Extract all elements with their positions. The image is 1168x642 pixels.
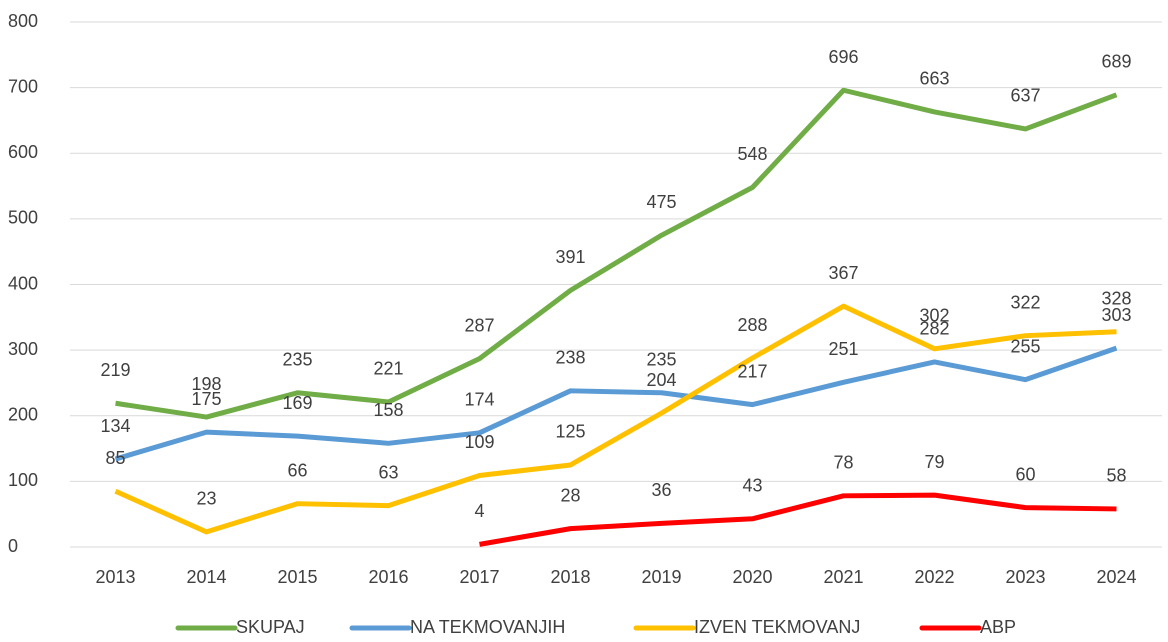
x-tick-label: 2022 bbox=[914, 567, 954, 587]
data-label: 63 bbox=[378, 462, 398, 482]
legend-label: ABP bbox=[980, 617, 1016, 637]
data-label: 475 bbox=[646, 192, 676, 212]
x-tick-label: 2017 bbox=[459, 567, 499, 587]
data-label: 109 bbox=[464, 432, 494, 452]
legend-label: IZVEN TEKMOVANJ bbox=[694, 617, 860, 637]
data-label: 198 bbox=[191, 374, 221, 394]
legend-label: NA TEKMOVANJIH bbox=[410, 617, 565, 637]
data-label: 204 bbox=[646, 370, 676, 390]
data-label: 134 bbox=[100, 416, 130, 436]
data-label: 303 bbox=[1101, 305, 1131, 325]
data-label: 60 bbox=[1015, 464, 1035, 484]
y-tick-label: 500 bbox=[8, 208, 38, 228]
x-tick-label: 2021 bbox=[823, 567, 863, 587]
data-label: 322 bbox=[1010, 292, 1040, 312]
y-tick-label: 0 bbox=[8, 536, 18, 556]
y-tick-label: 400 bbox=[8, 273, 38, 293]
data-label: 238 bbox=[555, 348, 585, 368]
data-label: 328 bbox=[1101, 289, 1131, 309]
data-label: 79 bbox=[924, 452, 944, 472]
y-tick-label: 100 bbox=[8, 470, 38, 490]
data-label: 66 bbox=[287, 460, 307, 480]
data-label: 391 bbox=[555, 247, 585, 267]
data-label: 4 bbox=[474, 501, 484, 521]
x-tick-label: 2024 bbox=[1096, 567, 1136, 587]
y-tick-label: 600 bbox=[8, 142, 38, 162]
data-label: 174 bbox=[464, 390, 494, 410]
data-label: 125 bbox=[555, 422, 585, 442]
data-label: 696 bbox=[828, 47, 858, 67]
data-label: 637 bbox=[1010, 86, 1040, 106]
y-tick-label: 800 bbox=[8, 11, 38, 31]
series-line bbox=[479, 492, 1117, 547]
y-tick-label: 300 bbox=[8, 339, 38, 359]
data-label: 169 bbox=[282, 393, 312, 413]
data-label: 43 bbox=[742, 476, 762, 496]
data-label: 367 bbox=[828, 263, 858, 283]
data-label: 28 bbox=[560, 485, 580, 505]
data-label: 255 bbox=[1010, 336, 1040, 356]
data-label: 282 bbox=[919, 319, 949, 339]
data-label: 235 bbox=[646, 350, 676, 370]
data-label: 219 bbox=[100, 360, 130, 380]
data-label: 85 bbox=[105, 448, 125, 468]
x-tick-label: 2013 bbox=[95, 567, 135, 587]
data-label: 302 bbox=[919, 306, 949, 326]
series-line bbox=[115, 87, 1118, 420]
data-label: 548 bbox=[737, 144, 767, 164]
data-label: 175 bbox=[191, 389, 221, 409]
data-label: 221 bbox=[373, 359, 403, 379]
data-label: 663 bbox=[919, 69, 949, 89]
x-tick-label: 2020 bbox=[732, 567, 772, 587]
data-label: 58 bbox=[1106, 466, 1126, 486]
x-tick-label: 2019 bbox=[641, 567, 681, 587]
data-label: 287 bbox=[464, 315, 494, 335]
y-tick-label: 200 bbox=[8, 405, 38, 425]
data-label: 251 bbox=[828, 339, 858, 359]
x-tick-label: 2015 bbox=[277, 567, 317, 587]
x-tick-label: 2023 bbox=[1005, 567, 1045, 587]
series-line bbox=[114, 303, 1117, 535]
data-label: 78 bbox=[833, 453, 853, 473]
data-label: 235 bbox=[282, 350, 312, 370]
y-tick-label: 700 bbox=[8, 76, 38, 96]
data-label: 288 bbox=[737, 315, 767, 335]
data-label: 36 bbox=[651, 480, 671, 500]
legend-label: SKUPAJ bbox=[236, 617, 305, 637]
series-line bbox=[114, 345, 1118, 462]
data-label: 158 bbox=[373, 400, 403, 420]
data-label: 689 bbox=[1101, 52, 1131, 72]
data-label: 23 bbox=[196, 489, 216, 509]
data-label: 217 bbox=[737, 361, 767, 381]
x-tick-label: 2018 bbox=[550, 567, 590, 587]
x-tick-label: 2014 bbox=[186, 567, 226, 587]
x-tick-label: 2016 bbox=[368, 567, 408, 587]
